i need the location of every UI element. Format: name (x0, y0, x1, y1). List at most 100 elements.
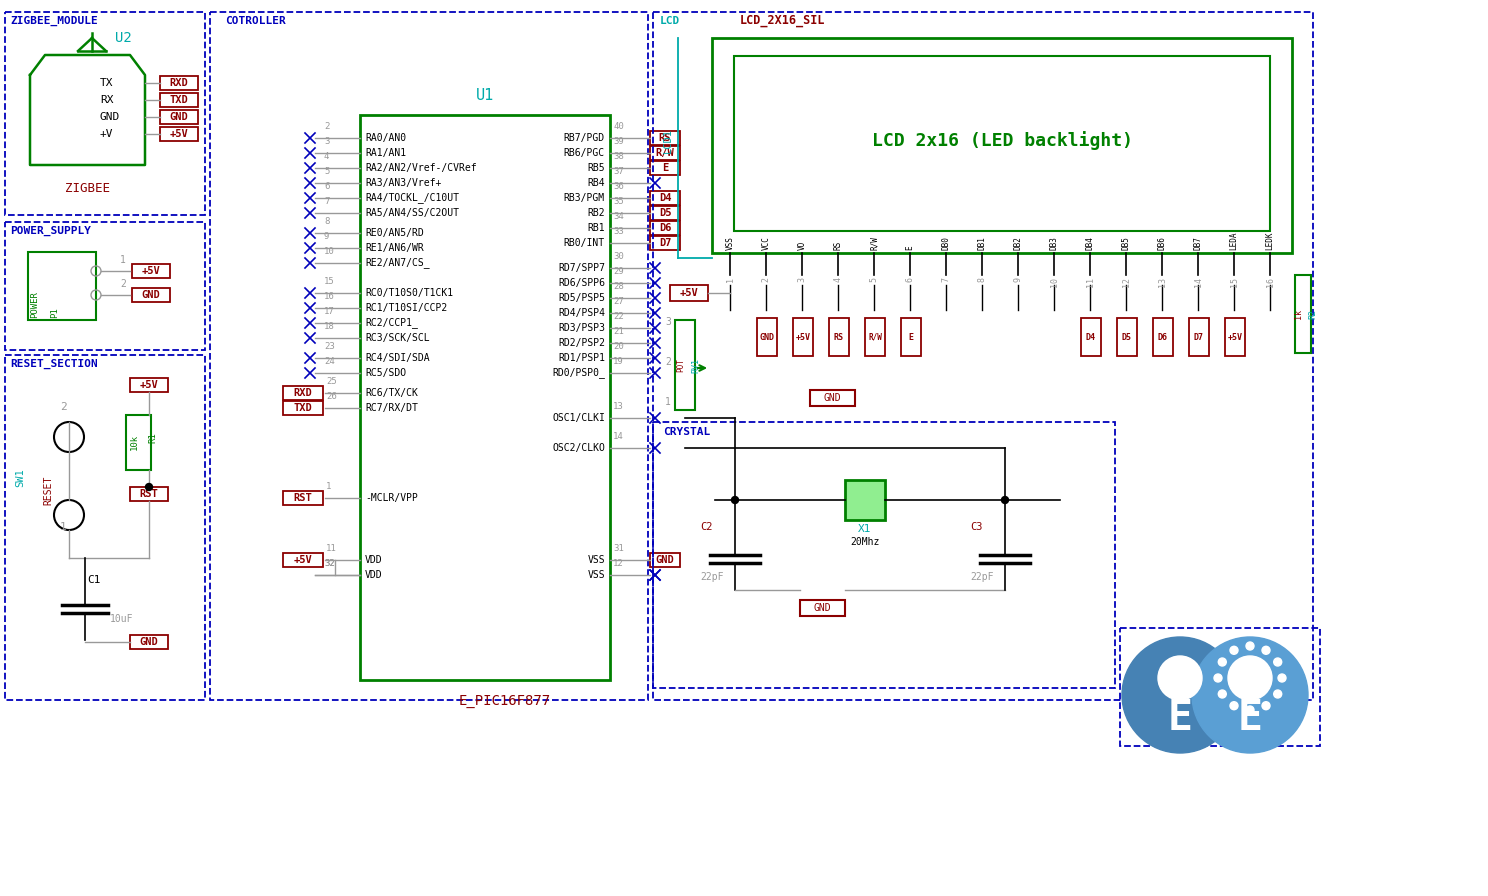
Text: 33: 33 (613, 227, 623, 236)
Text: D4: D4 (1086, 332, 1097, 341)
Text: 18: 18 (324, 322, 335, 331)
Text: X1: X1 (859, 524, 872, 534)
Bar (126, 415, 150, 470)
Bar (653, 422, 1115, 688)
Text: RB7/PGD: RB7/PGD (564, 133, 606, 143)
Text: RXD: RXD (293, 388, 312, 398)
Text: RC2/CCP1_: RC2/CCP1_ (365, 317, 418, 329)
Text: 10: 10 (324, 247, 335, 256)
Bar (1120, 628, 1320, 746)
Text: 10: 10 (1049, 277, 1058, 287)
Text: +5V: +5V (1228, 332, 1242, 341)
Text: +5V: +5V (170, 129, 189, 139)
Text: ZIGBEE_MODULE: ZIGBEE_MODULE (10, 16, 98, 26)
Text: 15: 15 (1229, 277, 1238, 287)
Text: 1: 1 (326, 482, 332, 491)
Text: 40: 40 (613, 122, 623, 131)
Text: RX: RX (100, 95, 113, 105)
Text: D6: D6 (1158, 332, 1168, 341)
Text: TX: TX (100, 78, 113, 88)
Text: GND: GND (141, 290, 161, 300)
Text: RA4/TOCKL_/C10UT: RA4/TOCKL_/C10UT (365, 193, 458, 203)
Text: RD4/PSP4: RD4/PSP4 (558, 308, 606, 318)
Text: 2: 2 (762, 277, 771, 282)
Bar (210, 12, 647, 700)
Text: E: E (1168, 697, 1192, 739)
Text: R1: R1 (149, 433, 158, 444)
Text: DB0: DB0 (942, 237, 951, 250)
Text: 22pF: 22pF (970, 572, 994, 582)
Text: RE2/AN7/CS_: RE2/AN7/CS_ (365, 257, 430, 269)
Text: POWER_SUPPLY: POWER_SUPPLY (10, 226, 91, 237)
Text: GND: GND (759, 332, 774, 341)
Text: VSS: VSS (588, 570, 606, 580)
Text: 10k: 10k (129, 434, 138, 450)
Bar (4, 12, 205, 215)
Text: 8: 8 (324, 217, 329, 226)
Circle shape (1245, 706, 1254, 714)
Text: 2: 2 (121, 279, 126, 289)
Circle shape (1278, 674, 1286, 682)
Text: 37: 37 (613, 167, 623, 176)
Text: E: E (1238, 697, 1262, 739)
Text: RA2/AN2/Vref-/CVRef: RA2/AN2/Vref-/CVRef (365, 163, 476, 173)
Text: E: E (662, 163, 668, 173)
Text: RXD: RXD (170, 78, 189, 88)
Text: 25: 25 (326, 377, 336, 386)
Text: RD2/PSP2: RD2/PSP2 (558, 338, 606, 348)
Text: VDD: VDD (365, 570, 382, 580)
Text: 35: 35 (613, 197, 623, 206)
Text: 6: 6 (324, 182, 329, 191)
Text: 6: 6 (906, 277, 915, 282)
Text: RB1: RB1 (588, 223, 606, 233)
Text: 22: 22 (613, 312, 623, 321)
Text: RD1/PSP1: RD1/PSP1 (558, 353, 606, 363)
Text: POWER: POWER (30, 291, 40, 318)
Text: 11: 11 (1086, 277, 1095, 287)
Text: RB2: RB2 (588, 208, 606, 218)
Text: C3: C3 (970, 522, 982, 532)
Text: 5: 5 (869, 277, 878, 282)
Circle shape (1228, 656, 1272, 700)
Text: 7: 7 (324, 197, 329, 206)
Text: D7: D7 (659, 238, 671, 248)
Text: POT: POT (677, 358, 686, 372)
Bar (676, 320, 695, 410)
Text: 1: 1 (665, 397, 671, 407)
Circle shape (1231, 646, 1238, 654)
Text: COTROLLER: COTROLLER (225, 16, 286, 26)
Text: E_PIC16F877: E_PIC16F877 (458, 694, 551, 708)
Text: 7: 7 (942, 277, 951, 282)
Text: DB2: DB2 (1013, 237, 1022, 250)
Text: VSS: VSS (726, 237, 735, 250)
Text: 28: 28 (613, 282, 623, 291)
Bar (801, 600, 845, 616)
Text: DB6: DB6 (1158, 237, 1167, 250)
Text: 1: 1 (726, 277, 735, 282)
Text: RESET_SECTION: RESET_SECTION (10, 359, 98, 369)
Text: RD7/SPP7: RD7/SPP7 (558, 263, 606, 273)
Text: 12: 12 (1122, 277, 1131, 287)
Text: 2: 2 (324, 122, 329, 131)
Text: 8: 8 (978, 277, 987, 282)
Text: RB3/PGM: RB3/PGM (564, 193, 606, 203)
Text: 16: 16 (1265, 277, 1275, 287)
Text: DB1: DB1 (978, 237, 987, 250)
Circle shape (1231, 702, 1238, 710)
Text: 36: 36 (613, 182, 623, 191)
Text: ZIGBEE: ZIGBEE (64, 182, 110, 195)
Text: 13: 13 (613, 402, 623, 411)
Text: 26: 26 (326, 392, 336, 401)
Text: 14: 14 (1193, 277, 1202, 287)
Bar (711, 38, 1292, 253)
Text: E: E (906, 246, 915, 250)
Text: U1: U1 (476, 88, 494, 103)
Text: +5V: +5V (796, 332, 811, 341)
Text: 19: 19 (613, 357, 623, 366)
Circle shape (1274, 690, 1281, 698)
Text: RD3/PSP3: RD3/PSP3 (558, 323, 606, 333)
Text: 23: 23 (324, 342, 335, 351)
Text: 3: 3 (324, 137, 329, 146)
Text: 16: 16 (324, 292, 335, 301)
Text: DB3: DB3 (1049, 237, 1058, 250)
